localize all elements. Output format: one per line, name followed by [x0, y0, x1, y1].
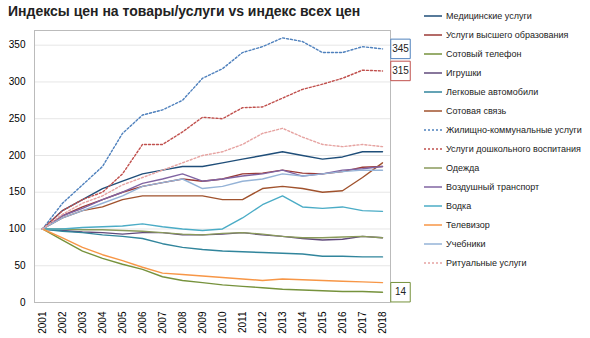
svg-text:2003: 2003 [77, 311, 88, 334]
svg-text:2002: 2002 [57, 311, 68, 334]
svg-text:200: 200 [9, 150, 26, 161]
html-text:Водка: Водка [446, 200, 472, 211]
html-text:Жилищно-коммунальные услуги: Жилищно-коммунальные услуги [446, 124, 582, 135]
svg-text:2014: 2014 [297, 311, 308, 334]
html-text:Сотовая связь: Сотовая связь [446, 105, 507, 116]
svg-text:350: 350 [9, 39, 26, 50]
svg-text:250: 250 [9, 113, 26, 124]
html-text:Одежда: Одежда [446, 162, 480, 173]
svg-text:50: 50 [14, 260, 26, 271]
svg-text:2005: 2005 [117, 311, 128, 334]
html-text:Учебники: Учебники [446, 238, 486, 249]
html-text:Индексы цен на товары/услуги v: Индексы цен на товары/услуги vs индекс в… [8, 3, 361, 19]
html-text:Услуги высшего образования: Услуги высшего образования [446, 29, 569, 40]
svg-text:2007: 2007 [157, 311, 168, 334]
html-text:Услуги дошкольного воспитания: Услуги дошкольного воспитания [446, 143, 581, 154]
html-text:Сотовый телефон: Сотовый телефон [446, 48, 522, 59]
svg-text:150: 150 [9, 186, 26, 197]
svg-text:2006: 2006 [137, 311, 148, 334]
svg-text:315: 315 [392, 65, 409, 76]
svg-text:100: 100 [9, 223, 26, 234]
svg-text:2017: 2017 [357, 311, 368, 334]
svg-text:345: 345 [392, 43, 409, 54]
html-text:Ритуальные услуги: Ритуальные услуги [446, 257, 527, 268]
svg-text:2009: 2009 [197, 311, 208, 334]
html-text:Воздушный транспорт: Воздушный транспорт [446, 181, 540, 192]
svg-text:0: 0 [20, 297, 26, 308]
html-text:Игрушки: Игрушки [446, 67, 482, 78]
svg-text:2012: 2012 [257, 311, 268, 334]
svg-text:2011: 2011 [237, 311, 248, 333]
html-text:Легковые автомобили: Легковые автомобили [446, 86, 539, 97]
svg-text:2010: 2010 [217, 311, 228, 334]
html-text:Медицинские услуги: Медицинские услуги [446, 10, 532, 21]
svg-text:2016: 2016 [337, 311, 348, 334]
html-text:Телевизор: Телевизор [446, 219, 490, 230]
svg-text:2001: 2001 [37, 311, 48, 334]
svg-text:2018: 2018 [377, 311, 388, 334]
svg-text:2008: 2008 [177, 311, 188, 334]
svg-text:2004: 2004 [97, 311, 108, 334]
svg-text:14: 14 [395, 286, 407, 297]
svg-text:2015: 2015 [317, 311, 328, 334]
svg-text:300: 300 [9, 76, 26, 87]
svg-text:2013: 2013 [277, 311, 288, 334]
